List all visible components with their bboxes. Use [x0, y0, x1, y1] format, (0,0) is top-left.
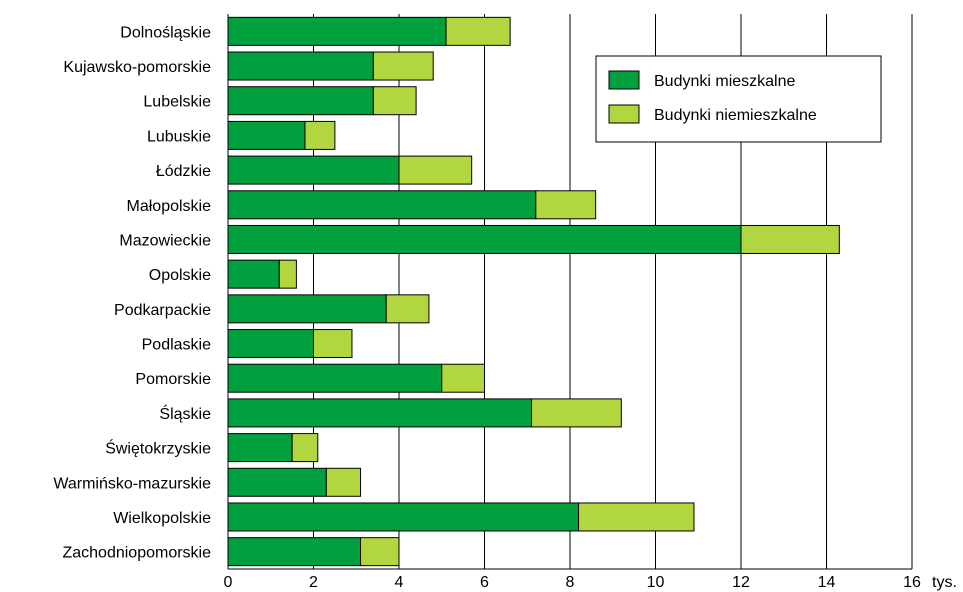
category-label: Śląskie	[159, 404, 211, 423]
bars	[227, 16, 840, 567]
x-tick-label-12: 12	[732, 574, 750, 591]
legend-swatch-niemieszkalne	[608, 104, 640, 124]
bar-mieszkalne-0	[227, 16, 447, 46]
bar-mieszkalne-13	[227, 467, 327, 497]
bar-mieszkalne-8	[227, 294, 387, 324]
bar-niemieszkalne-0	[445, 16, 511, 46]
legend: Budynki mieszkalne Budynki niemieszkalne	[595, 55, 882, 143]
bar-mieszkalne-4	[227, 155, 400, 185]
bar-mieszkalne-14	[227, 502, 580, 532]
category-label: Podlaskie	[142, 337, 211, 354]
category-label: Podkarpackie	[114, 302, 211, 319]
bar-niemieszkalne-2	[372, 86, 417, 116]
x-axis: 0 2 4 6 8 10 12 14 16 tys.	[224, 568, 957, 591]
bar-niemieszkalne-15	[360, 537, 400, 567]
bar-niemieszkalne-4	[398, 155, 473, 185]
category-labels: Dolnośląskie Kujawsko-pomorskie Lubelskie L…	[53, 24, 211, 561]
category-label: Zachodniopomorskie	[62, 545, 211, 562]
legend-label-mieszkalne: Budynki mieszkalne	[654, 73, 796, 90]
bar-mieszkalne-7	[227, 259, 280, 289]
bar-niemieszkalne-10	[441, 363, 485, 393]
category-label: Wielkopolskie	[113, 510, 211, 527]
bar-mieszkalne-5	[227, 190, 537, 220]
x-unit-label: tys.	[932, 574, 957, 591]
bar-mieszkalne-11	[227, 398, 533, 428]
x-tick-label-8: 8	[566, 574, 575, 591]
category-label: Mazowieckie	[119, 232, 211, 249]
bar-niemieszkalne-6	[740, 224, 840, 254]
bar-niemieszkalne-14	[578, 502, 695, 532]
x-tick-label-4: 4	[395, 574, 404, 591]
x-tick-label-16: 16	[903, 574, 921, 591]
bar-mieszkalne-1	[227, 51, 374, 81]
x-tick-label-10: 10	[647, 574, 665, 591]
category-label: Lubelskie	[143, 94, 211, 111]
x-tick-label-0: 0	[224, 574, 233, 591]
category-label: Świętokrzyskie	[105, 439, 211, 458]
bar-niemieszkalne-1	[372, 51, 434, 81]
bar-mieszkalne-15	[227, 537, 362, 567]
category-label: Lubuskie	[147, 128, 211, 145]
bar-mieszkalne-6	[227, 224, 742, 254]
bar-mieszkalne-12	[227, 433, 293, 463]
bar-niemieszkalne-7	[278, 259, 297, 289]
bar-niemieszkalne-12	[291, 433, 319, 463]
x-tick-label-14: 14	[818, 574, 836, 591]
bar-mieszkalne-9	[227, 329, 314, 359]
legend-swatch-mieszkalne	[608, 70, 640, 90]
bar-niemieszkalne-13	[325, 467, 362, 497]
category-label: Kujawsko-pomorskie	[63, 59, 211, 76]
legend-label-niemieszkalne: Budynki niemieszkalne	[654, 107, 817, 124]
bar-niemieszkalne-9	[313, 329, 353, 359]
bar-niemieszkalne-11	[531, 398, 622, 428]
category-label: Łódzkie	[156, 163, 211, 180]
category-label: Dolnośląskie	[120, 24, 211, 41]
x-tick-label-6: 6	[480, 574, 489, 591]
bar-niemieszkalne-5	[535, 190, 597, 220]
bar-niemieszkalne-8	[385, 294, 430, 324]
category-label: Pomorskie	[135, 371, 211, 388]
legend-box	[595, 55, 882, 143]
category-label: Opolskie	[149, 267, 211, 284]
bar-mieszkalne-3	[227, 120, 306, 150]
category-label: Małopolskie	[127, 198, 212, 215]
category-label: Warmińsko-mazurskie	[53, 475, 211, 492]
bar-niemieszkalne-3	[304, 120, 336, 150]
bar-mieszkalne-2	[227, 86, 374, 116]
bar-mieszkalne-10	[227, 363, 443, 393]
x-tick-label-2: 2	[309, 574, 318, 591]
